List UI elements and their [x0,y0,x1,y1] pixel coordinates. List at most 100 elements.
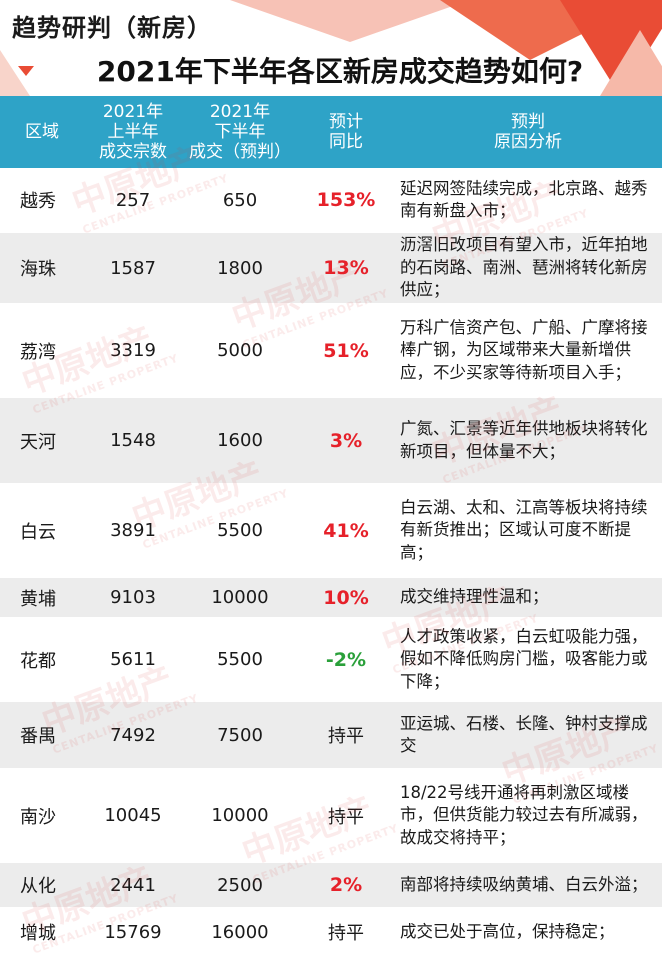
h2-forecast-cell: 10000 [182,578,298,617]
yoy-change-cell: 51% [298,304,394,397]
h2-forecast-cell: 7500 [182,702,298,768]
h2-forecast: 5500 [217,649,263,670]
h2-forecast: 650 [222,189,258,211]
yoy-change-cell: 10% [298,578,394,617]
district-name: 黄埔 [20,588,56,610]
h1-deals-cell: 257 [84,168,182,232]
district-name-cell: 南沙 [0,769,104,862]
h1-deals: 9103 [110,587,156,608]
reason-text-cell: 延迟网签陆续完成，北京路、越秀南有新盘入市； [394,168,662,232]
h2-forecast: 2500 [217,874,263,896]
district-name-cell: 黄埔 [0,578,104,617]
yoy-change: -2% [325,648,367,671]
h2-forecast: 5000 [217,340,263,361]
reason-text: 延迟网签陆续完成，北京路、越秀南有新盘入市； [400,178,648,221]
reason-text: 人才政策收紧，白云虹吸能力强，假如不降低购房门槛，吸客能力或下降； [400,626,648,691]
district-name-cell: 白云 [0,484,104,577]
district-name: 增城 [20,923,56,944]
h1-deals: 1548 [110,430,156,451]
column-header-yoy: 预计 同比 [329,112,363,152]
table-row: 海珠 1587 1800 13% 沥滘旧改项目有望入市，近年拍地的石岗路、南洲、琶洲将转… [0,233,662,304]
h2-forecast-cell: 2500 [182,863,298,907]
h1-deals-cell: 9103 [84,578,182,617]
district-name: 番禺 [20,726,56,747]
district-name-cell: 越秀 [0,168,104,232]
table-row: 越秀 257 650 153% 延迟网签陆续完成，北京路、越秀南有新盘入市； [0,168,662,233]
table-row: 增城 15769 16000 持平 成交已处于高位，保持稳定； [0,908,662,957]
decorative-triangle [230,0,470,42]
h1-deals: 3891 [110,520,156,541]
reason-text-cell: 沥滘旧改项目有望入市，近年拍地的石岗路、南洲、琶洲将转化新房供应； [394,233,662,303]
yoy-change-cell: 3% [298,398,394,483]
yoy-change: 持平 [328,923,364,944]
h1-deals: 1587 [110,257,156,279]
h2-forecast-cell: 16000 [182,908,298,956]
district-name-cell: 海珠 [0,233,104,303]
district-name: 从化 [20,876,56,897]
yoy-change-cell: 13% [298,233,394,303]
h1-deals-cell: 3891 [84,484,182,577]
h1-deals: 3319 [110,340,156,361]
h2-forecast-cell: 650 [182,168,298,232]
yoy-change: 10% [323,586,369,609]
district-name: 越秀 [20,191,56,212]
yoy-change-cell: 41% [298,484,394,577]
column-header-reason: 预判 原因分析 [494,112,562,152]
reason-text: 广氮、汇景等近年供地板块将转化新项目，但体量不大； [400,419,648,461]
reason-text-cell: 成交已处于高位，保持稳定； [394,908,662,956]
yoy-change: 13% [323,257,369,279]
h2-forecast: 1600 [217,430,263,451]
yoy-change-cell: 2% [298,863,394,907]
district-name: 荔湾 [20,341,56,363]
reason-text-cell: 广氮、汇景等近年供地板块将转化新项目，但体量不大； [394,398,662,483]
h1-deals: 7492 [110,724,156,746]
district-name: 白云 [20,521,56,543]
district-name-cell: 荔湾 [0,304,104,397]
reason-text-cell: 人才政策收紧，白云虹吸能力强，假如不降低购房门槛，吸客能力或下降； [394,618,662,701]
h2-forecast-cell: 1800 [182,233,298,303]
column-header-h1: 2021年 上半年 成交宗数 [99,102,167,162]
district-name: 南沙 [20,806,56,828]
district-name-cell: 花都 [0,618,104,701]
yoy-change-cell: 持平 [298,769,394,862]
yoy-change: 2% [329,874,363,896]
reason-text-cell: 白云湖、太和、江高等板块将持续有新货推出；区域认可度不断提高； [394,484,662,577]
table-row: 从化 2441 2500 2% 南部将持续吸纳黄埔、白云外溢； [0,863,662,908]
yoy-change: 51% [323,339,369,362]
h2-forecast: 5500 [217,520,263,541]
header-banner: 趋势研判（新房） 2021年下半年各区新房成交趋势如何? [0,0,662,96]
table-header: 区域 2021年 上半年 成交宗数 2021年 下半年 成交（预判） 预计 同比 [0,96,662,168]
reason-text: 成交已处于高位，保持稳定； [400,921,615,941]
h1-deals: 257 [115,189,151,211]
reason-text: 南部将持续吸纳黄埔、白云外溢； [400,874,648,894]
h1-deals-cell: 15769 [84,908,182,956]
reason-text: 沥滘旧改项目有望入市，近年拍地的石岗路、南洲、琶洲将转化新房供应； [400,235,648,300]
yoy-change-cell: 持平 [298,702,394,768]
h2-forecast-cell: 5000 [182,304,298,397]
page-title: 2021年下半年各区新房成交趋势如何? [96,55,584,88]
reason-text-cell: 南部将持续吸纳黄埔、白云外溢； [394,863,662,907]
district-name: 花都 [20,650,56,672]
yoy-change: 持平 [328,726,364,747]
h1-deals-cell: 2441 [84,863,182,907]
district-name-cell: 天河 [0,398,104,483]
h1-deals-cell: 5611 [84,618,182,701]
h2-forecast: 16000 [211,921,269,943]
reason-text: 成交维持理性温和； [400,587,549,607]
h1-deals-cell: 10045 [84,769,182,862]
reason-text-cell: 万科广信资产包、广船、广摩将接棒广钢，为区域带来大量新增供应，不少买家等待新项目… [394,304,662,397]
h1-deals-cell: 1587 [84,233,182,303]
table-row: 番禺 7492 7500 持平 亚运城、石楼、长隆、钟村支撑成交 [0,702,662,769]
reason-text-cell: 18/22号线开通将再刺激区域楼市，但供货能力较过去有所减弱，故成交将持平； [394,769,662,862]
reason-text: 白云湖、太和、江高等板块将持续有新货推出；区域认可度不断提高； [400,497,648,562]
decorative-triangle [600,30,662,96]
yoy-change: 153% [316,189,376,211]
yoy-change-cell: -2% [298,618,394,701]
reason-text: 万科广信资产包、广船、广摩将接棒广钢，为区域带来大量新增供应，不少买家等待新项目… [400,317,648,382]
reason-text-cell: 亚运城、石楼、长隆、钟村支撑成交 [394,702,662,768]
h1-deals: 10045 [104,805,162,826]
yoy-change: 3% [329,429,363,452]
reason-text-cell: 成交维持理性温和； [394,578,662,617]
h1-deals-cell: 7492 [84,702,182,768]
district-name: 天河 [20,431,56,453]
